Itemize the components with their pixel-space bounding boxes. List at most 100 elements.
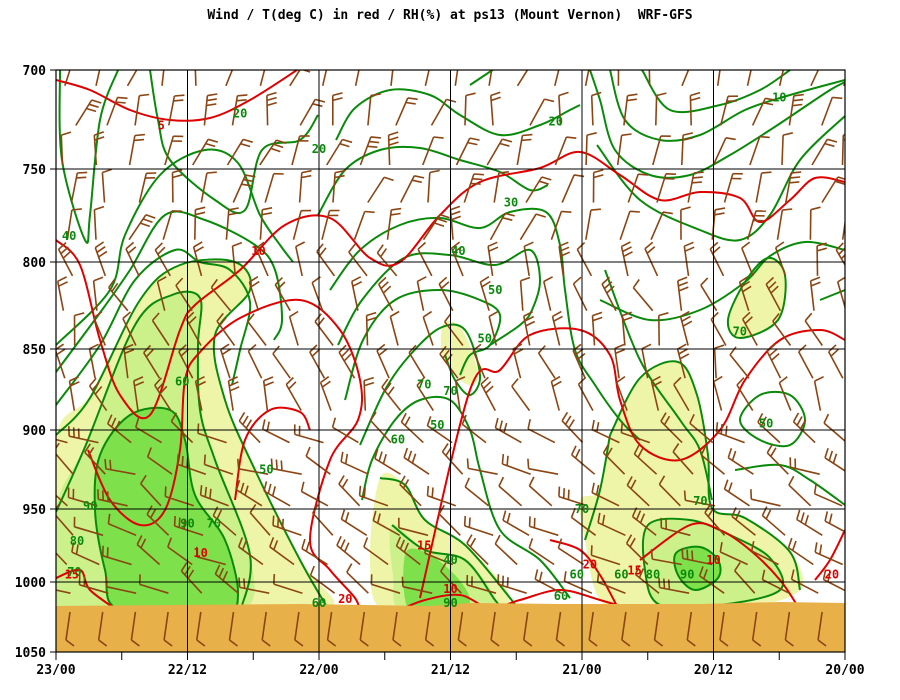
wind-barb-staff: [370, 419, 392, 444]
wind-barb-staff: [461, 423, 487, 444]
wind-barb: [340, 509, 368, 536]
wind-barb-staff: [95, 70, 101, 86]
wind-barb: [369, 411, 392, 444]
rh-contour: [469, 70, 495, 86]
wind-barb: [93, 311, 107, 346]
wind-barb: [723, 479, 750, 507]
wind-barb: [537, 345, 556, 379]
wind-barb: [288, 310, 299, 346]
wind-barb-flag: [205, 142, 216, 148]
wind-barb-staff: [781, 135, 784, 166]
wind-barb-flag: [490, 96, 501, 102]
rh-fill-90-region: [674, 546, 721, 591]
wind-barb: [225, 207, 239, 240]
wind-barb: [247, 343, 263, 379]
wind-barb: [136, 535, 161, 566]
wind-barb: [713, 344, 725, 379]
wind-barb: [399, 475, 422, 507]
wind-barb: [438, 504, 461, 536]
wind-barb-staff: [490, 95, 494, 126]
wind-barb-staff: [165, 495, 195, 507]
wind-barb-staff: [591, 554, 621, 566]
wind-barb-flag: [89, 343, 99, 350]
wind-barb-staff: [751, 611, 758, 641]
wind-barb-flag: [673, 376, 682, 386]
wind-barb: [130, 611, 140, 647]
wind-barb: [719, 541, 748, 566]
wind-barb-flag: [426, 416, 432, 426]
wind-barb-flag: [359, 639, 369, 647]
wind-barb: [84, 443, 106, 475]
wind-barb-flag: [165, 55, 175, 57]
wind-barb-flag: [513, 348, 524, 355]
wind-barb-staff: [231, 95, 239, 126]
wind-barb-staff: [84, 451, 106, 475]
wind-barb-flag: [851, 312, 860, 316]
wind-barb-flag: [77, 171, 88, 174]
wind-barb-flag: [494, 534, 501, 545]
wind-barb: [658, 475, 681, 507]
wind-barb-flag: [638, 173, 649, 176]
wind-barb-staff: [713, 348, 717, 379]
wind-barb: [266, 91, 277, 126]
wind-barb-flag: [232, 241, 243, 247]
wind-barb-flag: [241, 540, 248, 551]
wind-barb: [558, 486, 588, 507]
wind-barb: [809, 276, 821, 311]
wind-barb-flag: [550, 375, 561, 383]
wind-barb: [88, 343, 99, 379]
wind-barb-staff: [232, 174, 247, 203]
wind-barb: [516, 70, 529, 87]
wind-barb: [97, 489, 128, 507]
wind-barb-flag: [84, 443, 91, 453]
wind-barb-staff: [167, 546, 193, 566]
wind-barb-flag: [434, 222, 445, 227]
wind-barb: [426, 485, 457, 507]
wind-barb-flag: [376, 343, 386, 352]
wind-barb: [584, 70, 590, 86]
wind-barb-staff: [216, 320, 236, 346]
wind-barb-flag: [678, 281, 688, 287]
wind-barb-staff: [454, 70, 459, 86]
wind-barb-flag: [835, 180, 845, 185]
wind-barb-flag: [567, 489, 570, 500]
wind-barb: [723, 172, 743, 203]
wind-barb-flag: [127, 246, 137, 255]
wind-barb-flag: [130, 639, 140, 647]
wind-barb-flag: [778, 376, 788, 384]
wind-barb-staff: [488, 70, 493, 86]
wind-barb-flag: [649, 53, 659, 56]
wind-barb-staff: [97, 611, 104, 641]
wind-barb: [597, 512, 626, 537]
wind-barb: [719, 95, 739, 126]
wind-barb-staff: [133, 380, 139, 411]
wind-barb-staff: [162, 210, 173, 240]
wind-barb-flag: [504, 212, 515, 217]
wind-barb-flag: [88, 377, 97, 387]
wind-barb-flag: [207, 138, 219, 143]
wind-barb-flag: [197, 423, 200, 434]
wind-barb-staff: [75, 99, 93, 126]
wind-barb: [134, 93, 150, 126]
wind-barb: [171, 169, 183, 203]
wind-barb: [841, 133, 845, 166]
wind-barb: [591, 482, 620, 507]
wind-barb: [225, 70, 234, 87]
wind-barb: [71, 542, 100, 566]
wind-barb-staff: [658, 483, 681, 507]
wind-barb: [519, 213, 546, 241]
wind-barb-staff: [523, 246, 530, 277]
wind-barb-flag: [425, 639, 435, 647]
wind-barb-flag: [181, 455, 184, 466]
wind-barb-flag: [442, 349, 450, 359]
wind-barb: [264, 172, 284, 203]
wind-barb: [516, 133, 533, 166]
wind-barb: [359, 136, 381, 166]
wind-barb-flag: [243, 578, 246, 589]
wind-barb: [788, 93, 804, 126]
wind-barb-staff: [294, 611, 300, 641]
wind-barb: [727, 448, 754, 475]
wind-barb-flag: [490, 639, 500, 647]
rh-contour: [93, 406, 240, 615]
wind-barb: [232, 174, 256, 203]
